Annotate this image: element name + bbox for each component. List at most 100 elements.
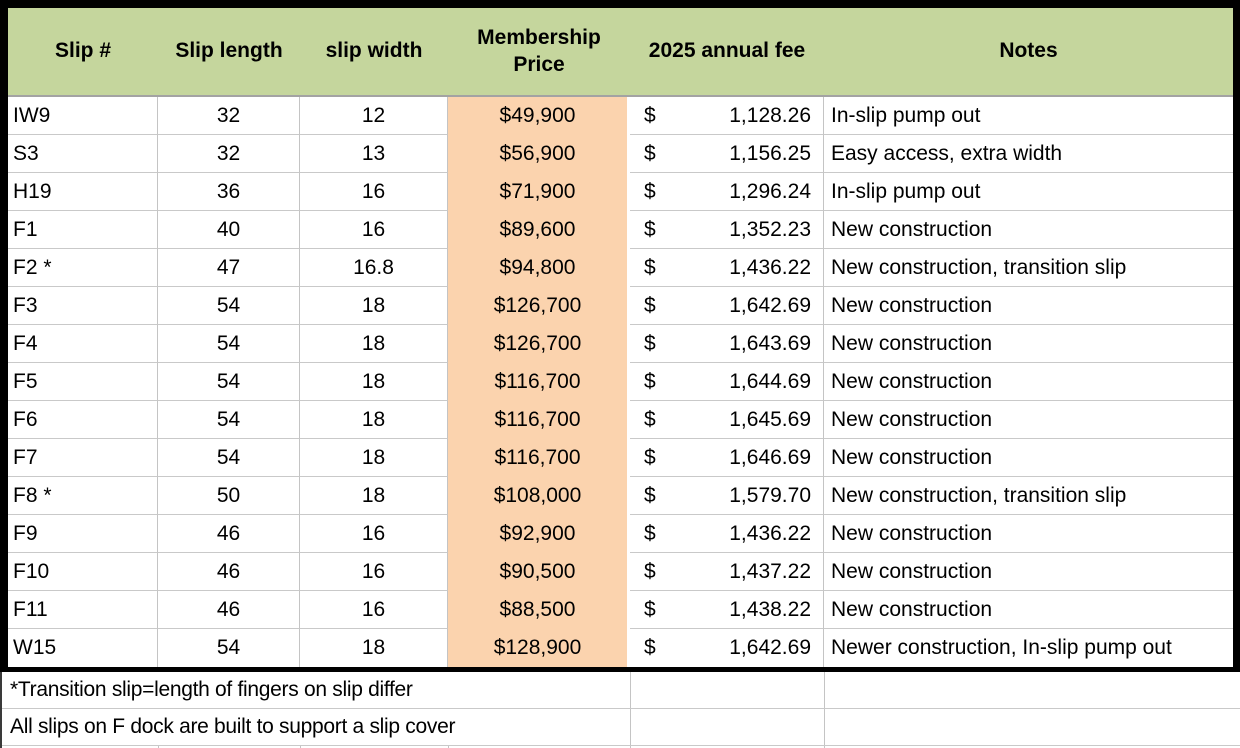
cell-slip-width: 16.8: [300, 249, 448, 287]
currency-symbol: $: [644, 179, 656, 203]
currency-symbol: $: [644, 217, 656, 241]
currency-symbol: $: [644, 559, 656, 583]
cell-annual-fee: $ 1,643.69: [630, 325, 824, 363]
cell-slip-number: F8 *: [8, 477, 158, 515]
currency-symbol: $: [644, 597, 656, 621]
empty-cell: [630, 709, 824, 745]
gridline-stub: [448, 746, 449, 748]
header-notes: Notes: [999, 39, 1058, 63]
table-row: F6 54 18 $116,700 $ 1,645.69 New constru…: [8, 401, 1233, 439]
cell-membership-price: $126,700: [448, 325, 630, 363]
cell-slip-length: 50: [158, 477, 300, 515]
cell-slip-width: 16: [300, 211, 448, 249]
cell-annual-fee: $ 1,352.23: [630, 211, 824, 249]
cell-slip-length: 40: [158, 211, 300, 249]
table-row: F11 46 16 $88,500 $ 1,438.22 New constru…: [8, 591, 1233, 629]
cell-notes: In-slip pump out: [824, 173, 1233, 211]
cell-membership-price: $116,700: [448, 439, 630, 477]
cell-annual-fee: $ 1,438.22: [630, 591, 824, 629]
empty-cell: [630, 672, 824, 708]
cell-slip-length: 32: [158, 135, 300, 173]
cell-annual-fee: $ 1,156.25: [630, 135, 824, 173]
cell-membership-price: $49,900: [448, 97, 630, 135]
fee-amount: 1,436.22: [729, 521, 811, 545]
cell-slip-length: 46: [158, 591, 300, 629]
fee-amount: 1,642.69: [729, 293, 811, 317]
cell-membership-price: $126,700: [448, 287, 630, 325]
empty-cell: [824, 709, 1240, 745]
cell-membership-price: $128,900: [448, 629, 630, 667]
cell-notes: New construction: [824, 439, 1233, 477]
cell-slip-width: 13: [300, 135, 448, 173]
header-membership-price: Membership Price: [477, 26, 601, 76]
header-annual-fee: 2025 annual fee: [648, 39, 806, 63]
fee-amount: 1,646.69: [729, 445, 811, 469]
currency-symbol: $: [644, 407, 656, 431]
cell-slip-length: 47: [158, 249, 300, 287]
currency-symbol: $: [644, 293, 656, 317]
cell-slip-length: 54: [158, 401, 300, 439]
cell-annual-fee: $ 1,437.22: [630, 553, 824, 591]
cell-membership-price: $56,900: [448, 135, 630, 173]
cell-slip-number: F10: [8, 553, 158, 591]
table-row: F1 40 16 $89,600 $ 1,352.23 New construc…: [8, 211, 1233, 249]
cell-slip-width: 16: [300, 515, 448, 553]
header-slip-length: Slip length: [175, 39, 283, 63]
gridline-stub: [300, 746, 301, 748]
cell-slip-width: 16: [300, 553, 448, 591]
cell-slip-length: 32: [158, 97, 300, 135]
cell-slip-length: 46: [158, 515, 300, 553]
table-row: S3 32 13 $56,900 $ 1,156.25 Easy access,…: [8, 135, 1233, 173]
cell-slip-width: 12: [300, 97, 448, 135]
cell-notes: New construction: [824, 553, 1233, 591]
fee-amount: 1,579.70: [729, 483, 811, 507]
cell-slip-length: 54: [158, 287, 300, 325]
cell-slip-width: 18: [300, 325, 448, 363]
cell-slip-number: IW9: [8, 97, 158, 135]
currency-symbol: $: [644, 521, 656, 545]
cell-notes: In-slip pump out: [824, 97, 1233, 135]
cell-annual-fee: $ 1,579.70: [630, 477, 824, 515]
cell-notes: Newer construction, In-slip pump out: [831, 636, 1172, 659]
cell-notes: New construction: [824, 515, 1233, 553]
header-slip-width: slip width: [325, 39, 423, 63]
fee-amount: 1,156.25: [729, 141, 811, 165]
currency-symbol: $: [644, 255, 656, 279]
cell-notes: New construction: [824, 363, 1233, 401]
cell-slip-number: F7: [8, 439, 158, 477]
cell-slip-width: 18: [300, 287, 448, 325]
cell-slip-number: F6: [8, 401, 158, 439]
cell-membership-price: $88,500: [448, 591, 630, 629]
currency-symbol: $: [644, 331, 656, 355]
currency-symbol: $: [644, 445, 656, 469]
table-header-row: Slip # Slip length slip width Membership…: [8, 8, 1233, 97]
cell-membership-price: $116,700: [448, 363, 630, 401]
cell-notes: New construction: [824, 325, 1233, 363]
cell-slip-number: F5: [8, 363, 158, 401]
fee-amount: 1,643.69: [729, 331, 811, 355]
currency-symbol: $: [644, 483, 656, 507]
partial-gridline-row: [2, 746, 1240, 748]
header-slip-number: Slip #: [54, 39, 112, 63]
cell-slip-length: 46: [158, 553, 300, 591]
cell-annual-fee: $ 1,436.22: [630, 515, 824, 553]
table-row: F9 46 16 $92,900 $ 1,436.22 New construc…: [8, 515, 1233, 553]
cell-notes: New construction, transition slip: [824, 477, 1233, 515]
cell-slip-number: F4: [8, 325, 158, 363]
cell-notes: New construction: [824, 401, 1233, 439]
currency-symbol: $: [644, 141, 656, 165]
currency-symbol: $: [644, 636, 656, 659]
fee-amount: 1,438.22: [729, 597, 811, 621]
fee-amount: 1,645.69: [729, 407, 811, 431]
gridline-stub: [158, 746, 159, 748]
cell-annual-fee: $ 1,128.26: [630, 97, 824, 135]
cell-annual-fee: $ 1,436.22: [630, 249, 824, 287]
cell-slip-number: S3: [8, 135, 158, 173]
cell-notes: New construction, transition slip: [824, 249, 1233, 287]
cell-annual-fee: $ 1,642.69: [630, 287, 824, 325]
table-row: F5 54 18 $116,700 $ 1,644.69 New constru…: [8, 363, 1233, 401]
slip-pricing-table: Slip # Slip length slip width Membership…: [0, 0, 1240, 672]
cell-slip-length: 54: [158, 439, 300, 477]
table-row: F4 54 18 $126,700 $ 1,643.69 New constru…: [8, 325, 1233, 363]
table-row: F8 * 50 18 $108,000 $ 1,579.70 New const…: [8, 477, 1233, 515]
